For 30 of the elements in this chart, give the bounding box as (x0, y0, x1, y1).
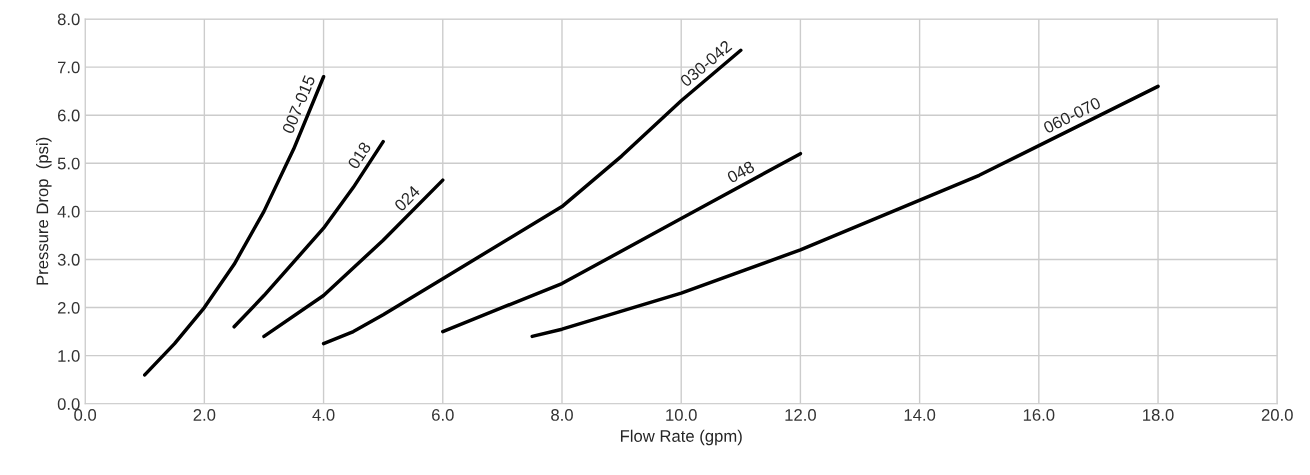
x-tick-label: 10.0 (666, 409, 697, 421)
y-tick-label: 8.0 (57, 13, 80, 26)
y-tick-label: 7.0 (57, 61, 80, 74)
x-tick-label: 2.0 (193, 409, 216, 421)
x-axis-title: Flow Rate (gpm) (620, 429, 742, 446)
y-tick-label: 1.0 (58, 350, 80, 362)
x-tick-label: 16.0 (1023, 409, 1055, 421)
y-axis-title: Pressure Drop (psi) (36, 137, 52, 285)
line-series (441, 151, 803, 334)
y-tick-label: 4.0 (57, 205, 80, 218)
x-tick-label: 20.0 (1261, 409, 1293, 421)
x-tick-label: 8.0 (551, 409, 573, 421)
line-series (530, 84, 1160, 339)
y-tick-label: 0.0 (57, 398, 80, 410)
x-tick-label: 0.0 (74, 409, 97, 421)
text: 024 (393, 184, 421, 212)
line-series (262, 178, 445, 339)
x-tick-label: 14.0 (904, 409, 936, 421)
x-tick-label: 6.0 (432, 409, 454, 421)
y-tick-label: 6.0 (57, 109, 80, 122)
y-tick-label: 2.0 (57, 301, 80, 314)
text: 048 (726, 160, 756, 184)
x-tick-label: 18.0 (1143, 409, 1174, 421)
line-series (143, 74, 326, 377)
line-series (232, 139, 385, 329)
text: 018 (347, 141, 372, 170)
y-tick-label: 3.0 (57, 253, 80, 266)
x-tick-label: 4.0 (312, 409, 335, 421)
x-tick-label: 12.0 (785, 409, 816, 421)
y-tick-label: 5.0 (57, 157, 80, 170)
